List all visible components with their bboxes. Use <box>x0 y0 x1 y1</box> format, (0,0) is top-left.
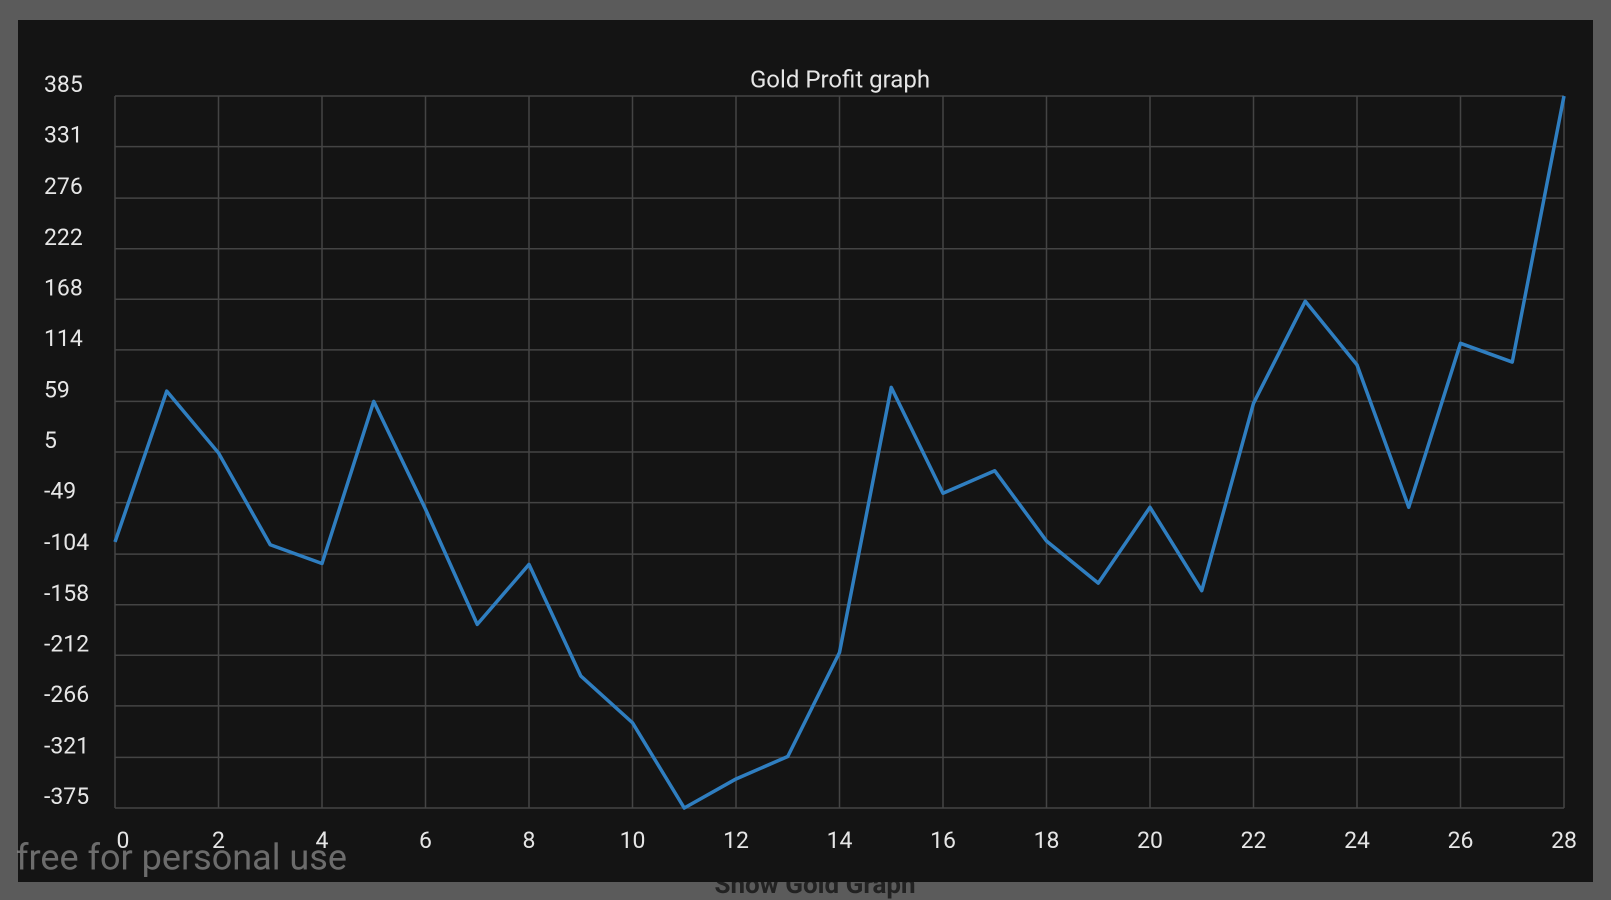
y-tick-label: -266 <box>44 681 89 708</box>
x-tick-label: 16 <box>930 827 956 854</box>
y-tick-label: 331 <box>44 122 83 149</box>
x-tick-label: 14 <box>827 827 853 854</box>
y-tick-label: -212 <box>44 630 89 657</box>
y-tick-label: 276 <box>44 173 83 200</box>
x-tick-label: 2 <box>212 827 225 854</box>
x-tick-label: 8 <box>523 827 536 854</box>
x-tick-label: 18 <box>1034 827 1060 854</box>
y-tick-label: -375 <box>44 783 89 810</box>
y-tick-label: 114 <box>44 325 83 352</box>
x-tick-label: 26 <box>1448 827 1474 854</box>
y-tick-label: 168 <box>44 274 83 301</box>
y-tick-label: -49 <box>44 478 76 505</box>
y-tick-label: 385 <box>44 71 83 98</box>
data-line <box>113 95 1566 810</box>
x-tick-label: 4 <box>316 827 329 854</box>
x-tick-label: 22 <box>1241 827 1267 854</box>
y-tick-label: 222 <box>44 224 83 251</box>
watermark: free for personal use <box>16 837 347 879</box>
y-tick-label: -158 <box>44 580 89 607</box>
x-tick-label: 20 <box>1137 827 1163 854</box>
x-tick-label: 6 <box>419 827 432 854</box>
x-tick-label: 28 <box>1551 827 1577 854</box>
y-tick-label: 59 <box>44 376 70 403</box>
x-tick-label: 10 <box>620 827 646 854</box>
x-tick-label: 0 <box>117 827 130 854</box>
y-tick-label: -104 <box>44 529 89 556</box>
y-tick-label: -321 <box>44 732 89 759</box>
x-tick-label: 12 <box>723 827 749 854</box>
x-tick-label: 24 <box>1344 827 1370 854</box>
chart-title: Gold Profit graph <box>750 65 930 93</box>
chart-panel <box>18 20 1593 882</box>
y-tick-label: 5 <box>44 427 57 454</box>
